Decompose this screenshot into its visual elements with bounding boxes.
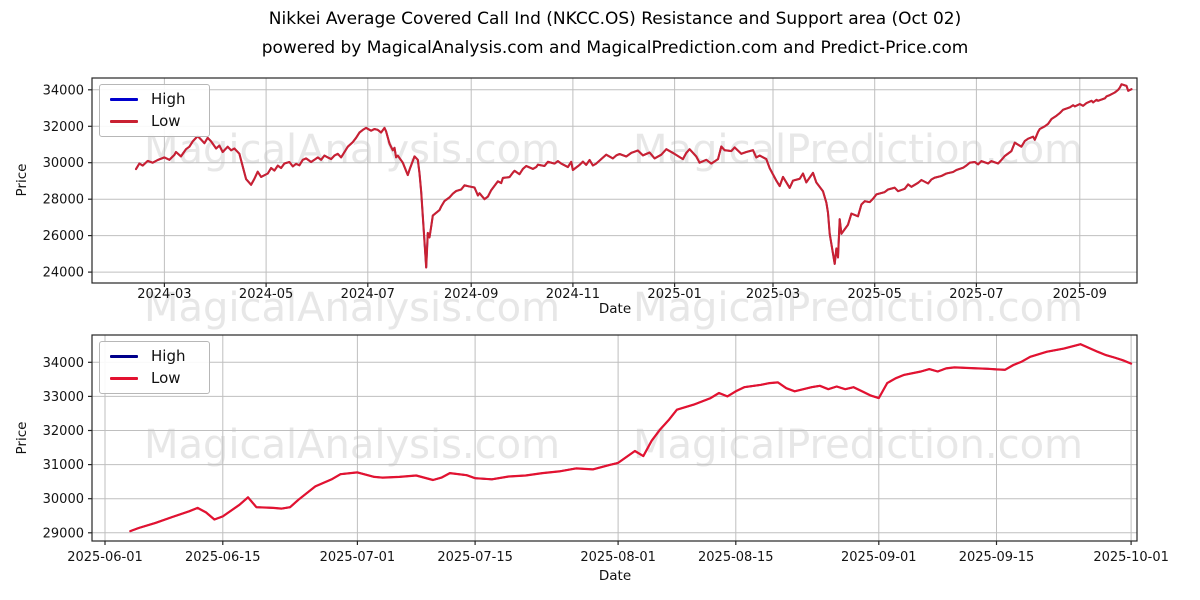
legend-label-low: Low [151, 112, 181, 130]
svg-text:MagicalAnalysis.com: MagicalAnalysis.com [144, 127, 560, 173]
svg-text:2025-08-15: 2025-08-15 [698, 550, 774, 565]
legend-label-high: High [151, 90, 186, 108]
legend-row: High [110, 349, 185, 364]
svg-text:30000: 30000 [43, 156, 84, 171]
svg-text:2025-03: 2025-03 [746, 287, 800, 302]
svg-text:2024-05: 2024-05 [239, 287, 293, 302]
svg-text:2025-08-01: 2025-08-01 [580, 550, 656, 565]
svg-text:34000: 34000 [43, 83, 84, 98]
svg-text:2025-07-15: 2025-07-15 [437, 550, 513, 565]
bottom-chart-legend: High Low [99, 341, 211, 394]
figure-subtitle: powered by MagicalAnalysis.com and Magic… [261, 38, 969, 58]
svg-text:2024-09: 2024-09 [444, 287, 498, 302]
svg-text:2025-07: 2025-07 [949, 287, 1003, 302]
svg-text:28000: 28000 [43, 193, 84, 208]
legend-label-high: High [151, 347, 186, 365]
svg-text:2025-05: 2025-05 [848, 287, 902, 302]
top-chart-ylabel: Price [14, 163, 30, 197]
svg-text:26000: 26000 [43, 229, 84, 244]
svg-text:2025-01: 2025-01 [647, 287, 701, 302]
svg-text:2025-06-01: 2025-06-01 [67, 550, 143, 565]
svg-text:29000: 29000 [43, 526, 84, 541]
svg-text:2024-07: 2024-07 [341, 287, 395, 302]
low-line-swatch [110, 120, 138, 123]
svg-text:2024-11: 2024-11 [546, 287, 600, 302]
low-line-swatch [110, 377, 138, 380]
top-chart-xlabel: Date [598, 301, 632, 317]
svg-text:24000: 24000 [43, 266, 84, 281]
svg-text:30000: 30000 [43, 492, 84, 507]
svg-text:MagicalPrediction.com: MagicalPrediction.com [633, 422, 1083, 468]
legend-row: Low [110, 114, 185, 129]
top-chart-legend: High Low [99, 84, 211, 137]
svg-text:MagicalPrediction.com: MagicalPrediction.com [633, 285, 1083, 331]
high-line-swatch [110, 355, 138, 358]
svg-text:2025-10-01: 2025-10-01 [1093, 550, 1169, 565]
svg-text:MagicalAnalysis.com: MagicalAnalysis.com [144, 422, 560, 468]
svg-text:32000: 32000 [43, 120, 84, 135]
svg-text:33000: 33000 [43, 390, 84, 405]
bottom-chart-ylabel: Price [14, 421, 30, 455]
legend-label-low: Low [151, 369, 181, 387]
figure-title: Nikkei Average Covered Call Ind (NKCC.OS… [268, 9, 962, 29]
svg-text:32000: 32000 [43, 424, 84, 439]
svg-text:2025-09: 2025-09 [1053, 287, 1107, 302]
svg-text:34000: 34000 [43, 356, 84, 371]
svg-text:2025-07-01: 2025-07-01 [320, 550, 396, 565]
legend-row: Low [110, 371, 185, 386]
legend-row: High [110, 92, 185, 107]
svg-text:2025-06-15: 2025-06-15 [185, 550, 261, 565]
high-line-swatch [110, 98, 138, 101]
svg-text:MagicalPrediction.com: MagicalPrediction.com [633, 127, 1083, 173]
svg-text:2024-03: 2024-03 [137, 287, 191, 302]
bottom-chart-xlabel: Date [598, 568, 632, 584]
svg-text:2025-09-01: 2025-09-01 [841, 550, 917, 565]
svg-text:31000: 31000 [43, 458, 84, 473]
svg-text:2025-09-15: 2025-09-15 [959, 550, 1035, 565]
svg-text:MagicalAnalysis.com: MagicalAnalysis.com [144, 285, 560, 331]
